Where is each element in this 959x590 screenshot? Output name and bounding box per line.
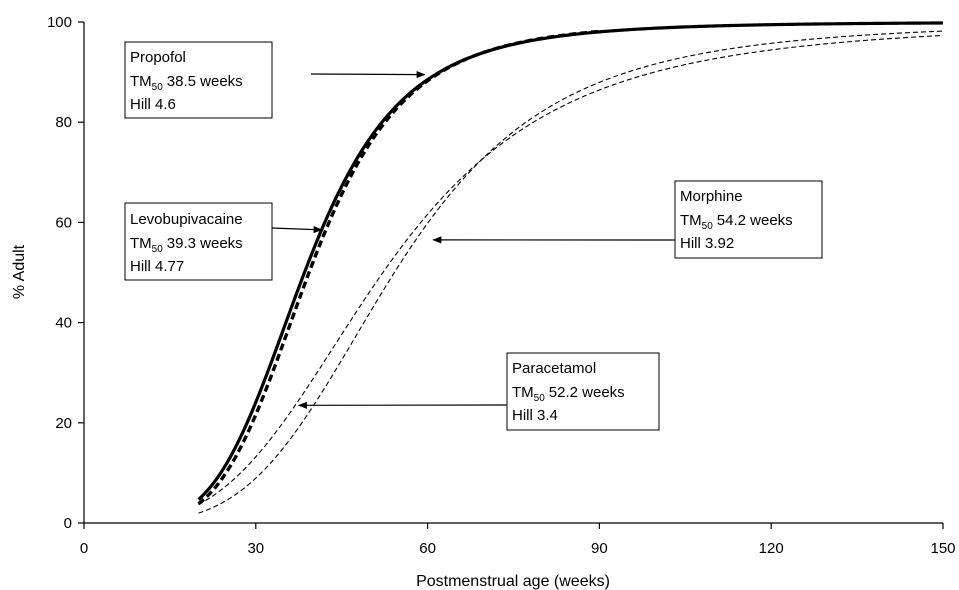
annotation-hill: Hill 4.6 — [130, 96, 176, 113]
y-tick-label: 20 — [55, 415, 72, 432]
annotation-morphine: Morphine TM50 54.2 weeks Hill 3.92 — [432, 180, 823, 259]
series-lines — [197, 21, 944, 514]
series-line-morphine — [198, 30, 944, 514]
annotation-drug-name: Levobupivacaine — [130, 211, 243, 228]
y-tick-label: 80 — [55, 114, 72, 131]
y-axis-label: % Adult — [11, 244, 28, 299]
annotation-drug-name: Morphine — [680, 188, 743, 205]
annotation-arrow — [271, 225, 323, 234]
annotation-box — [506, 352, 660, 431]
annotation-box — [674, 180, 823, 259]
x-tick-label: 60 — [419, 540, 436, 557]
annotation-tm50: TM50 38.5 weeks — [130, 73, 243, 93]
annotation-hill: Hill 3.92 — [680, 235, 734, 252]
x-ticks: 0 30 60 90 120 150 — [80, 523, 956, 557]
y-tick-label: 0 — [64, 515, 72, 532]
x-tick-label: 90 — [591, 540, 608, 557]
x-tick-label: 0 — [80, 540, 88, 557]
annotation-propofol: Propofol TM50 38.5 weeks Hill 4.6 — [124, 41, 426, 119]
annotation-drug-name: Paracetamol — [512, 360, 596, 377]
annotation-drug-name: Propofol — [130, 49, 186, 66]
x-tick-label: 30 — [247, 540, 264, 557]
y-tick-label: 40 — [55, 315, 72, 332]
series-line-levobupivacaine — [197, 29, 600, 506]
annotation-tm50: TM50 39.3 weeks — [130, 235, 243, 255]
series-line-paracetamol — [198, 34, 944, 505]
annotation-arrow — [310, 70, 426, 79]
annotation-hill: Hill 4.77 — [130, 258, 184, 275]
annotation-hill: Hill 3.4 — [512, 407, 558, 424]
annotation-box — [124, 41, 273, 119]
annotation-tm50: TM50 54.2 weeks — [680, 212, 793, 232]
y-tick-label: 100 — [47, 14, 72, 31]
annotation-levobupivacaine: Levobupivacaine TM50 39.3 weeks Hill 4.77 — [124, 202, 323, 281]
x-tick-label: 150 — [930, 540, 955, 557]
y-ticks: 0 20 40 60 80 100 — [47, 14, 84, 532]
annotation-paracetamol: Paracetamol TM50 52.2 weeks Hill 3.4 — [297, 352, 660, 431]
x-tick-label: 120 — [759, 540, 784, 557]
x-axis-label: Postmenstrual age (weeks) — [416, 573, 610, 590]
annotation-tm50: TM50 52.2 weeks — [512, 384, 625, 404]
annotation-box — [124, 202, 273, 281]
y-tick-label: 60 — [55, 214, 72, 231]
axes: 0 30 60 90 120 150 0 20 40 60 80 100 Postmenstrual… — [11, 14, 956, 590]
